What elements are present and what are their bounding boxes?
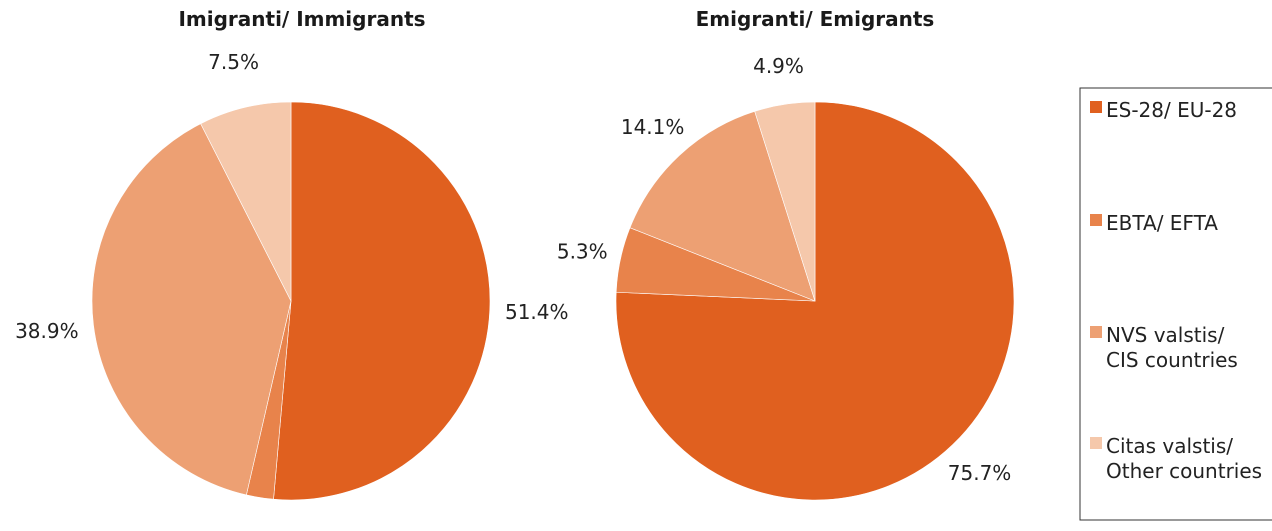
legend-box	[1079, 87, 1272, 521]
legend-swatch-efta	[1090, 214, 1102, 226]
legend-label-eu-28: ES-28/ EU-28	[1106, 98, 1237, 122]
legend-label-cis-countries: NVS valstis/	[1106, 323, 1225, 347]
chart-title-immigrants: Imigranti/ Immigrants	[178, 7, 425, 31]
slice-label-cis-countries: 38.9%	[15, 319, 79, 343]
legend: ES-28/ EU-28 EBTA/ EFTA NVS valstis/CIS co…	[1079, 87, 1272, 521]
chart-title-emigrants: Emigranti/ Emigrants	[696, 7, 935, 31]
legend-swatch-other-countries	[1090, 437, 1102, 449]
pie-slice-eu-28	[273, 101, 491, 501]
pie-slice-cis-countries	[629, 110, 816, 302]
pie-slice-other-countries	[754, 101, 816, 302]
legend-label-cis-countries: CIS countries	[1106, 348, 1238, 372]
slice-label-other-countries: 4.9%	[753, 54, 804, 78]
legend-label-efta: EBTA/ EFTA	[1106, 211, 1218, 235]
slice-label-efta: 5.3%	[557, 239, 608, 263]
slice-label-other-countries: 7.5%	[208, 50, 259, 74]
pie-slice-cis-countries	[91, 123, 292, 496]
slice-label-cis-countries: 14.1%	[621, 115, 685, 139]
legend-label-other-countries: Other countries	[1106, 459, 1262, 483]
slice-label-eu-28: 51.4%	[505, 300, 569, 324]
legend-swatch-eu-28	[1090, 101, 1102, 113]
pie-slice-other-countries	[200, 101, 292, 302]
legend-label-other-countries: Citas valstis/	[1106, 434, 1233, 458]
legend-swatch-cis-countries	[1090, 326, 1102, 338]
slice-label-eu-28: 75.7%	[948, 461, 1012, 485]
pie-chart-emigrants: Emigranti/ Emigrants 75.7% 5.3% 14.1% 4.9%	[557, 7, 1015, 501]
pie-slice-eu-28	[615, 101, 1015, 501]
pie-chart-immigrants: Imigranti/ Immigrants 51.4%2.2%38.9%7.5%	[15, 7, 569, 501]
